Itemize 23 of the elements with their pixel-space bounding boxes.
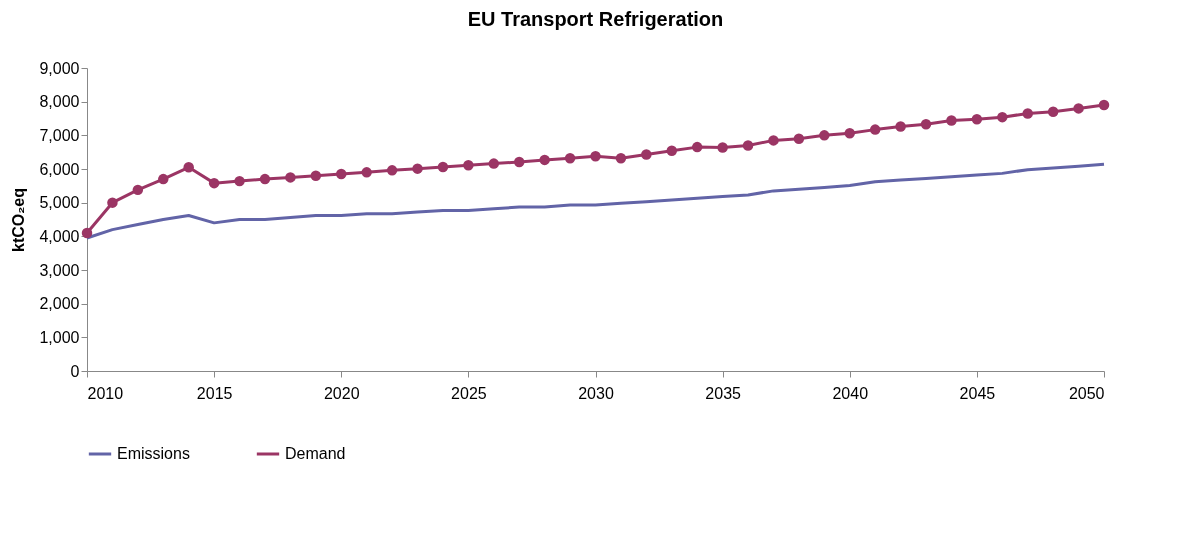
y-tick-label: 6,000 [39, 160, 80, 178]
x-tick-label: 2030 [578, 384, 614, 402]
y-axis-title: ktCO₂eq [10, 187, 28, 253]
y-tick-label: 4,000 [39, 227, 80, 245]
x-tick-label: 2035 [705, 384, 742, 402]
y-tick-label: 0 [70, 362, 80, 380]
legend-label: Emissions [117, 445, 190, 462]
x-tick-label: 2015 [196, 384, 233, 402]
x-tick-label: 2020 [323, 384, 360, 402]
x-tick-label: 2045 [959, 384, 996, 402]
y-tick-label: 9,000 [39, 59, 80, 77]
legend-label: Demand [285, 445, 346, 462]
chart-title: EU Transport Refrigeration [467, 8, 724, 30]
y-tick-label: 2,000 [39, 295, 80, 313]
y-tick-label: 3,000 [39, 261, 80, 279]
y-tick-label: 5,000 [39, 194, 80, 212]
y-tick-label: 7,000 [39, 126, 80, 144]
y-tick-label: 8,000 [39, 93, 80, 111]
x-tick-label: 2050 [1068, 384, 1105, 402]
x-tick-label: 2025 [451, 384, 487, 402]
y-tick-label: 1,000 [39, 328, 80, 346]
x-tick-label: 2010 [87, 384, 124, 402]
x-tick-label: 2040 [832, 384, 869, 402]
